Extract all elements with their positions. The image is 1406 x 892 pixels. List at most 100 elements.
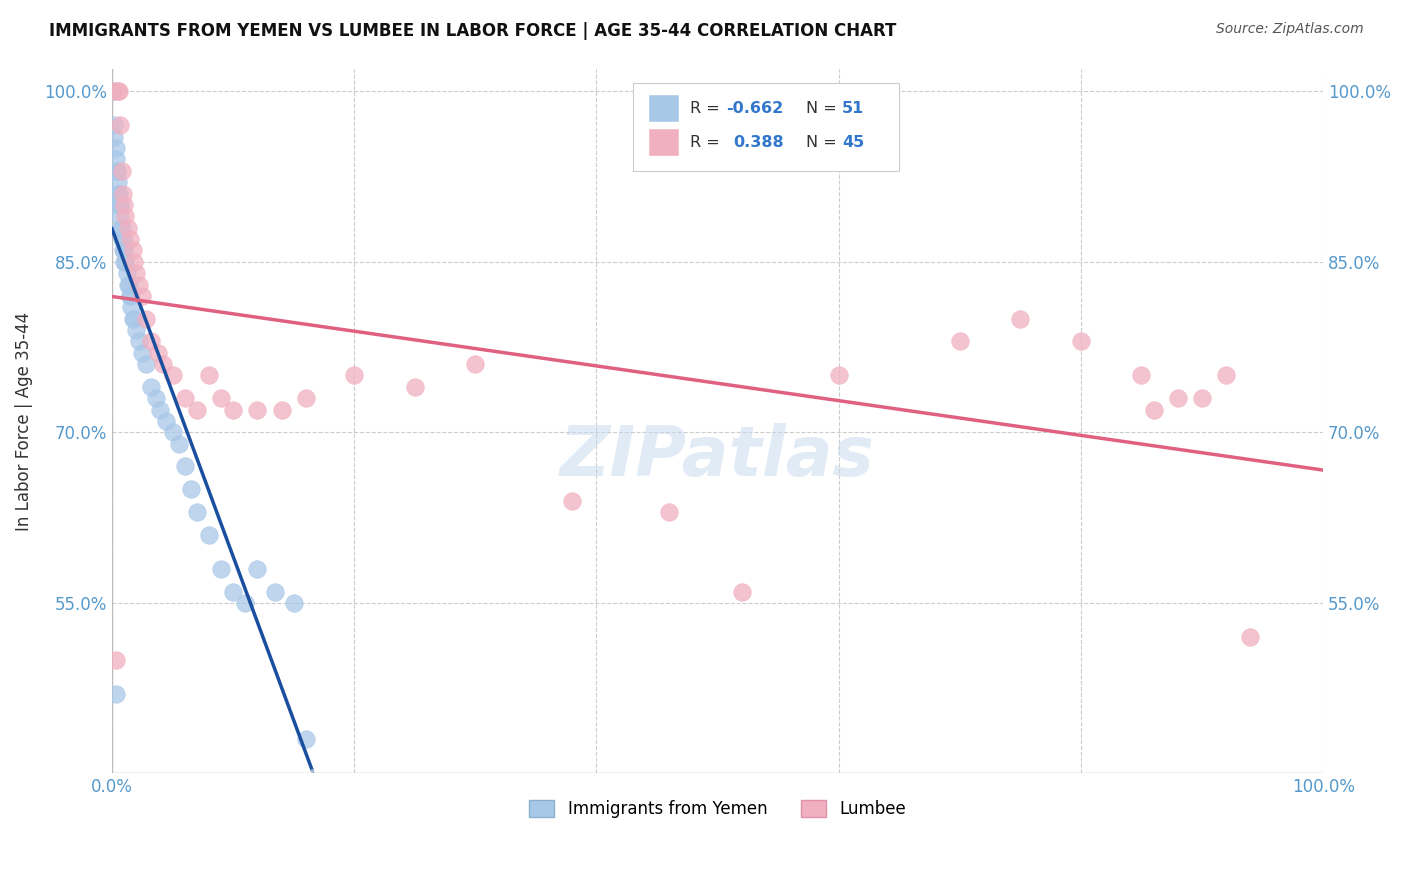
Point xyxy=(110,220,132,235)
Point xyxy=(104,153,127,167)
Point xyxy=(731,584,754,599)
Point xyxy=(125,323,148,337)
Point xyxy=(186,505,208,519)
Point xyxy=(111,232,134,246)
Point xyxy=(146,345,169,359)
Point xyxy=(114,210,136,224)
Point xyxy=(111,164,134,178)
Point xyxy=(658,505,681,519)
Point xyxy=(246,562,269,576)
Text: N =: N = xyxy=(806,135,842,150)
Point xyxy=(270,402,292,417)
Point xyxy=(111,186,134,201)
Point xyxy=(139,334,162,349)
Point xyxy=(104,653,127,667)
Point xyxy=(103,119,125,133)
Point xyxy=(104,687,127,701)
Point xyxy=(1239,630,1261,644)
Text: N =: N = xyxy=(806,101,842,116)
Point xyxy=(117,220,139,235)
Point xyxy=(105,164,128,178)
Point xyxy=(1191,391,1213,405)
Point xyxy=(128,334,150,349)
Text: R =: R = xyxy=(690,135,730,150)
Point xyxy=(1167,391,1189,405)
Point xyxy=(283,596,305,610)
Point xyxy=(162,368,184,383)
Point xyxy=(120,289,142,303)
Point xyxy=(198,368,221,383)
Point xyxy=(180,482,202,496)
Point xyxy=(112,255,135,269)
Point xyxy=(104,141,127,155)
Point xyxy=(111,232,134,246)
Point xyxy=(294,391,316,405)
Point xyxy=(118,277,141,292)
Point xyxy=(827,368,849,383)
Legend: Immigrants from Yemen, Lumbee: Immigrants from Yemen, Lumbee xyxy=(523,794,912,825)
Point xyxy=(121,311,143,326)
Point xyxy=(108,84,131,98)
Text: IMMIGRANTS FROM YEMEN VS LUMBEE IN LABOR FORCE | AGE 35-44 CORRELATION CHART: IMMIGRANTS FROM YEMEN VS LUMBEE IN LABOR… xyxy=(49,22,897,40)
Point xyxy=(112,244,135,258)
Text: Source: ZipAtlas.com: Source: ZipAtlas.com xyxy=(1216,22,1364,37)
Point xyxy=(105,164,128,178)
Point xyxy=(404,380,426,394)
Point xyxy=(162,425,184,440)
Point xyxy=(120,232,142,246)
Point xyxy=(115,266,138,280)
FancyBboxPatch shape xyxy=(648,95,679,122)
Point xyxy=(222,402,245,417)
Point xyxy=(294,732,316,747)
Point xyxy=(121,244,143,258)
Point xyxy=(110,198,132,212)
Text: 45: 45 xyxy=(842,135,865,150)
Point xyxy=(233,596,256,610)
Point xyxy=(108,198,131,212)
Point xyxy=(111,220,134,235)
Point xyxy=(114,255,136,269)
Point xyxy=(209,562,232,576)
Point xyxy=(149,402,172,417)
FancyBboxPatch shape xyxy=(633,83,900,170)
Point xyxy=(152,357,174,371)
Point xyxy=(135,357,157,371)
Point xyxy=(222,584,245,599)
Point xyxy=(122,255,145,269)
Point xyxy=(131,289,153,303)
Point xyxy=(110,119,132,133)
Point xyxy=(117,277,139,292)
Point xyxy=(103,84,125,98)
Point xyxy=(167,436,190,450)
Text: -0.662: -0.662 xyxy=(725,101,783,116)
FancyBboxPatch shape xyxy=(648,129,679,156)
Point xyxy=(343,368,366,383)
Point xyxy=(125,266,148,280)
Point xyxy=(110,210,132,224)
Y-axis label: In Labor Force | Age 35-44: In Labor Force | Age 35-44 xyxy=(15,311,32,531)
Point xyxy=(103,129,125,144)
Point xyxy=(464,357,486,371)
Point xyxy=(111,244,134,258)
Point xyxy=(1142,402,1164,417)
Text: R =: R = xyxy=(690,101,724,116)
Point xyxy=(107,186,129,201)
Point xyxy=(112,198,135,212)
Point xyxy=(107,84,129,98)
Point xyxy=(264,584,287,599)
Point xyxy=(949,334,972,349)
Point xyxy=(246,402,269,417)
Point xyxy=(107,175,129,189)
Point xyxy=(186,402,208,417)
Text: 51: 51 xyxy=(842,101,865,116)
Point xyxy=(103,84,125,98)
Point xyxy=(1130,368,1153,383)
Point xyxy=(1010,311,1032,326)
Point xyxy=(131,345,153,359)
Point xyxy=(173,391,195,405)
Point xyxy=(139,380,162,394)
Text: 0.388: 0.388 xyxy=(734,135,785,150)
Point xyxy=(173,459,195,474)
Point xyxy=(122,311,145,326)
Text: ZIPatlas: ZIPatlas xyxy=(560,423,875,490)
